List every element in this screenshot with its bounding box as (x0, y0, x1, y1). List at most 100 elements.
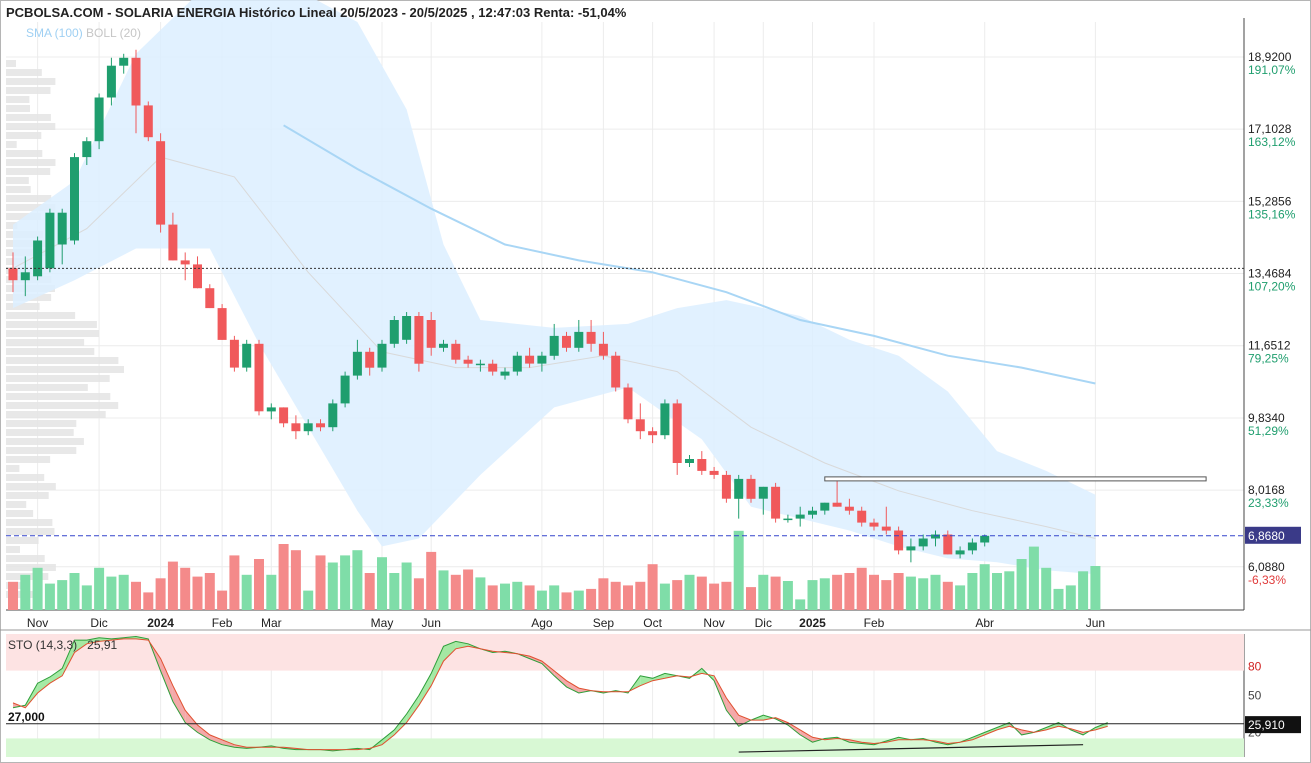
volume-bar (44, 583, 55, 610)
sto-tick-label: 50 (1248, 689, 1262, 703)
volume-profile-bar (6, 537, 39, 544)
volume-bar (180, 567, 191, 610)
candle-body (918, 538, 928, 547)
volume-bar (819, 578, 830, 610)
candle-body (623, 387, 633, 420)
volume-bar (389, 573, 400, 610)
volume-bar (500, 583, 510, 610)
price-tick-label: 11,6512 (1248, 339, 1291, 353)
candle-body (512, 355, 522, 372)
sto-fill-segment (49, 668, 63, 684)
bollinger-band (12, 0, 1096, 575)
candle-body (562, 335, 571, 348)
chart-title: PCBOLSA.COM - SOLARIA ENERGIA Histórico … (6, 5, 627, 20)
volume-bar (352, 550, 363, 610)
candle-body (402, 316, 412, 340)
volume-profile-bar (6, 519, 53, 526)
candle-body (488, 363, 498, 372)
candle-body (783, 518, 793, 521)
volume-profile-bar (6, 366, 124, 373)
indicator-legend[interactable]: SMA (100) BOLL (20) (26, 26, 141, 40)
time-tick-label: Abr (975, 616, 994, 630)
volume-profile-bar (6, 501, 27, 508)
sto-fill-segment (726, 697, 739, 727)
volume-profile-bar (6, 339, 85, 346)
price-tick-label: 8,0168 (1248, 483, 1285, 497)
candle-body (119, 57, 129, 66)
sma-100-line (283, 124, 1096, 385)
price-tick-pct: 135,16% (1248, 207, 1296, 221)
volume-bar (782, 581, 793, 610)
sto-fill-segment (431, 646, 444, 686)
price-tick-label: 13,4684 (1248, 267, 1292, 281)
volume-profile-bar (6, 78, 56, 85)
candle-body (57, 212, 67, 245)
volume-bar (955, 585, 966, 610)
candle-body (795, 514, 805, 519)
current-price-badge (1245, 526, 1301, 544)
candle-body (316, 423, 325, 428)
volume-bar (131, 581, 141, 610)
volume-bar (549, 585, 560, 610)
sma-legend: SMA (100) (26, 26, 83, 40)
time-tick-label: Jun (422, 616, 441, 630)
sto-fill-segment (74, 640, 87, 653)
candle-body (746, 478, 756, 499)
candle-body (648, 431, 658, 436)
volume-bar (807, 580, 818, 610)
volume-bar (204, 573, 215, 610)
time-tick-label: Feb (212, 616, 233, 630)
time-tick-label: 2025 (799, 616, 826, 630)
volume-bar (32, 567, 43, 610)
price-tick-pct: -6,33% (1248, 573, 1286, 587)
candle-body (574, 331, 584, 348)
resistance-box (824, 476, 1207, 482)
candle-body (33, 240, 43, 277)
sma-line (283, 124, 1096, 385)
volume-bar (635, 581, 646, 610)
volume-bar (610, 581, 621, 610)
candle-body (598, 343, 608, 356)
candle-body (980, 535, 990, 543)
volume-bar (1078, 571, 1089, 610)
candle-body (70, 157, 79, 241)
volume-profile-bar (6, 105, 30, 112)
volume-bar (377, 557, 387, 610)
sto-fill-segment (578, 688, 592, 694)
volume-profile-bar (6, 204, 56, 211)
candle-body (894, 530, 904, 551)
overbought-zone (6, 634, 1244, 671)
candle-body (734, 478, 744, 499)
candle-body (106, 65, 116, 98)
volume-profile-bar (6, 213, 41, 220)
volume-bar (8, 581, 18, 610)
volume-profile-bar (6, 312, 76, 319)
candle-body (168, 224, 178, 261)
sto-legend[interactable]: STO (14,3,3) 25,91 (8, 638, 117, 652)
candle-body (279, 407, 289, 424)
volume-bar (1053, 588, 1064, 610)
candle-body (365, 351, 375, 368)
volume-bar (758, 574, 769, 610)
candle-body (475, 363, 485, 366)
sto-fill-segment (197, 725, 210, 740)
sto-fill-segment (394, 713, 407, 735)
volume-profile-bar (6, 483, 56, 490)
oversold-zone (6, 738, 1244, 757)
volume-profile (6, 60, 124, 598)
candle-body (820, 502, 830, 511)
volume-profile-bar (6, 321, 97, 328)
time-tick-label: Nov (703, 616, 724, 630)
volume-profile-bar (6, 159, 56, 166)
volume-bar (438, 570, 449, 610)
volume-profile-bar (6, 357, 119, 364)
volume-bar (364, 573, 375, 610)
candle-body (500, 371, 510, 376)
volume-profile-bar (6, 123, 56, 130)
volume-bar (20, 574, 31, 610)
price-tick-label: 6,0880 (1248, 560, 1285, 574)
sto-fill-segment (172, 685, 186, 723)
volume-bar (623, 585, 633, 610)
